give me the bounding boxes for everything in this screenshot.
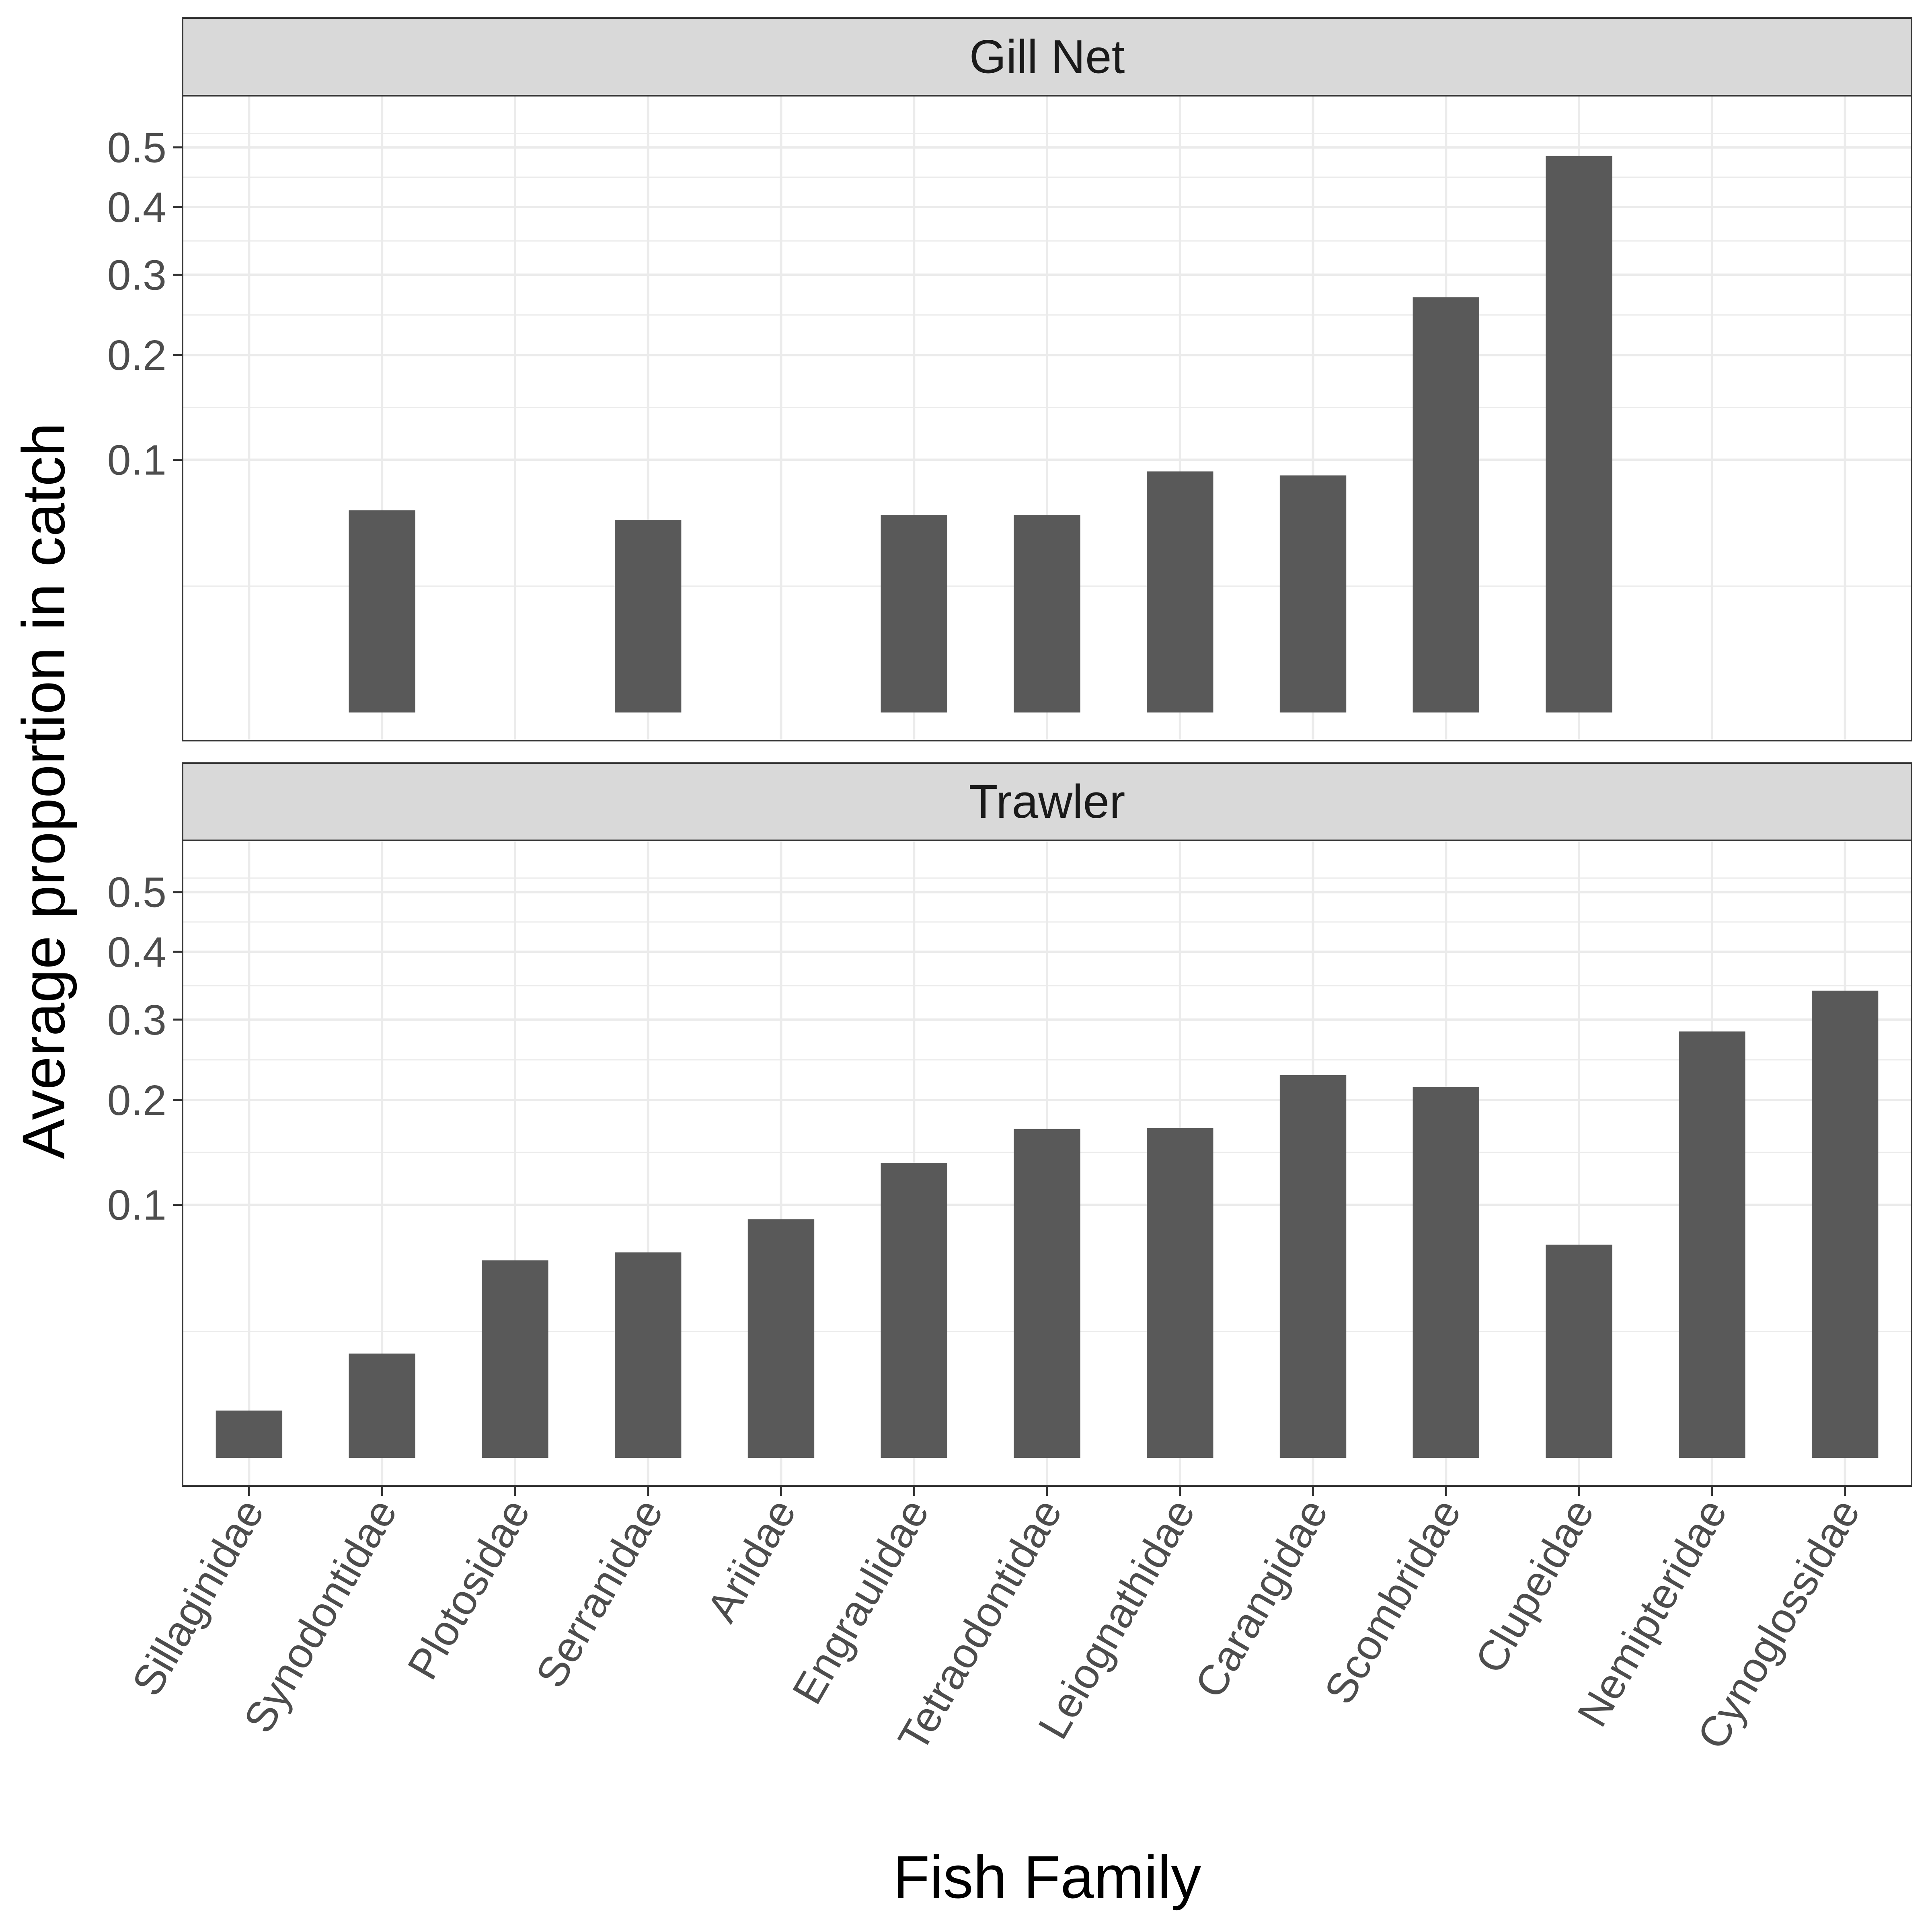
y-tick-label: 0.3 [107,996,166,1044]
bar-gill-net-synodontidae [349,510,415,712]
x-axis-title: Fish Family [893,1843,1201,1911]
bar-trawler-nemipteridae [1679,1031,1745,1458]
y-tick-label: 0.4 [107,184,166,231]
bar-trawler-synodontidae [349,1353,415,1458]
x-tick-label-scombridae: Scombridae [1315,1491,1470,1712]
y-tick-label: 0.5 [107,869,166,916]
bar-trawler-engraulidae [881,1163,947,1458]
bar-trawler-leiognathidae [1147,1128,1213,1458]
bar-gill-net-engraulidae [881,515,947,712]
bar-trawler-serranidae [615,1252,682,1458]
bar-trawler-clupeidae [1546,1244,1612,1458]
bar-trawler-sillaginidae [216,1411,283,1458]
bar-trawler-scombridae [1413,1087,1479,1458]
bar-gill-net-scombridae [1413,297,1479,712]
bar-trawler-plotosidae [482,1260,548,1458]
bar-gill-net-clupeidae [1546,156,1612,712]
y-tick-label: 0.2 [107,332,166,379]
bar-gill-net-carangidae [1279,475,1347,712]
facet-strip-label: Trawler [969,775,1125,828]
x-tick-label-engraulidae: Engraulidae [783,1491,938,1712]
x-axis: SillaginidaeSynodontidaePlotosidaeSerran… [123,1486,1869,1759]
y-tick-label: 0.4 [107,928,166,976]
panel-trawler: Trawler 0.1 0.2 0.3 0.4 0.5 [107,762,1912,1487]
bar-trawler-cynoglossidae [1811,990,1879,1458]
facet-strip [182,17,1912,96]
x-tick-label-ariidae: Ariidae [698,1491,805,1630]
x-tick-label-clupeidae: Clupeidae [1466,1491,1603,1681]
bar-gill-net-serranidae [615,520,682,712]
x-tick-label-serranidae: Serranidae [527,1491,672,1696]
x-tick-label-sillaginidae: Sillaginidae [123,1491,273,1704]
y-tick-label: 0.1 [107,436,166,484]
facet-strip-label: Gill Net [969,31,1125,84]
bar-gill-net-leiognathidae [1147,471,1213,712]
y-axis-title: Average proportion in catch [10,423,77,1159]
y-tick-label: 0.3 [107,251,166,299]
bar-gill-net-tetraodontidae [1014,515,1080,712]
panel-gill-net: Gill Net 0.1 0.2 0.3 0.4 0.5 [107,17,1912,741]
y-tick-label: 0.5 [107,124,166,172]
facet-strip [182,762,1912,841]
y-tick-label: 0.2 [107,1077,166,1124]
bar-trawler-ariidae [747,1219,815,1458]
y-tick-label: 0.1 [107,1182,166,1229]
bar-trawler-carangidae [1279,1075,1347,1458]
bar-trawler-tetraodontidae [1014,1129,1080,1458]
x-tick-label-plotosidae: Plotosidae [398,1491,539,1688]
x-tick-label-carangidae: Carangidae [1186,1491,1337,1706]
